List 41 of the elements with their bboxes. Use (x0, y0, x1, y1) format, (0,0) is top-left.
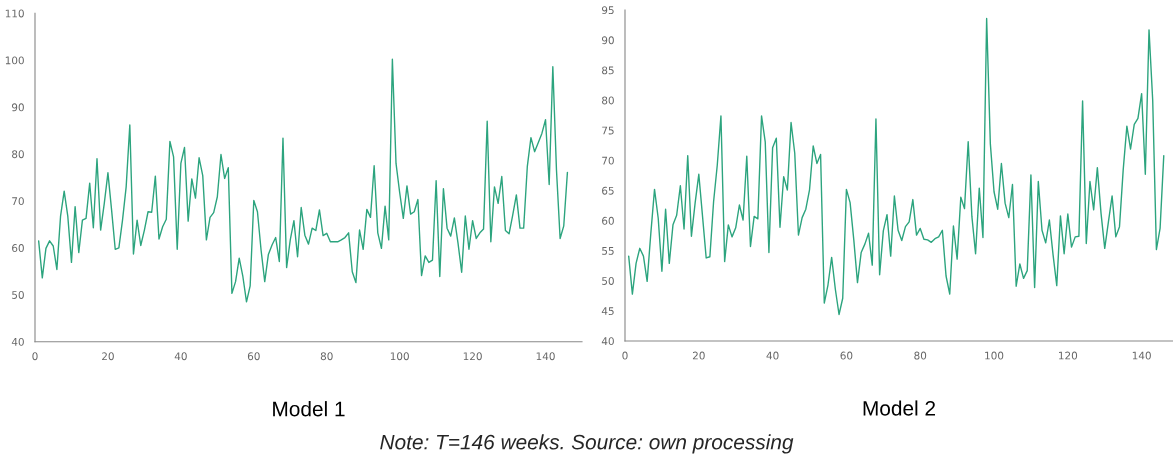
x-tick-label: 100 (390, 352, 409, 361)
x-tick-label: 40 (766, 351, 779, 360)
y-tick-label: 90 (11, 103, 24, 112)
text: Note: T=146 weeks. Source: own processing (380, 434, 794, 454)
x-tick-label: 140 (536, 352, 555, 361)
x-tick-label: 60 (840, 351, 853, 360)
y-tick-label: 40 (11, 337, 24, 346)
y-tick-label: 65 (602, 186, 614, 195)
x-tick-label: 20 (102, 352, 114, 361)
x-tick-label: 0 (32, 352, 38, 361)
line-series (627, 17, 1165, 316)
y-tick-label: 45 (601, 307, 614, 316)
y-tick-label: 50 (12, 291, 24, 299)
x-tick-label: 140 (1132, 351, 1151, 360)
line-series (37, 58, 569, 303)
x-tick-label: 60 (247, 352, 260, 361)
y-tick-label: 95 (601, 6, 614, 15)
x-tick-label: 40 (174, 352, 187, 361)
y-tick-label: 100 (5, 56, 24, 65)
y-tick-label: 80 (12, 150, 24, 159)
x-axis-title: Model 1 (273, 401, 345, 417)
x-tick-label: 80 (914, 351, 927, 360)
y-tick-label: 70 (12, 197, 24, 206)
y-tick-label: 110 (5, 9, 24, 18)
y-tick-label: 70 (602, 156, 614, 165)
y-tick-label: 75 (602, 126, 614, 135)
y-tick-label: 50 (602, 277, 614, 285)
x-tick-label: 80 (320, 352, 333, 361)
y-tick-label: 80 (602, 96, 614, 105)
y-tick-label: 90 (601, 36, 614, 45)
y-tick-label: 85 (602, 66, 614, 75)
x-tick-label: 120 (463, 352, 482, 361)
y-tick-label: 60 (602, 216, 614, 225)
y-tick-label: 40 (601, 337, 614, 346)
x-tick-label: 120 (1059, 351, 1078, 360)
y-tick-label: 55 (602, 247, 614, 255)
x-tick-label: 100 (985, 351, 1004, 360)
x-tick-label: 0 (622, 351, 628, 360)
x-axis-title: Model 2 (863, 400, 936, 416)
x-tick-label: 20 (692, 351, 705, 360)
y-tick-label: 60 (12, 244, 24, 252)
